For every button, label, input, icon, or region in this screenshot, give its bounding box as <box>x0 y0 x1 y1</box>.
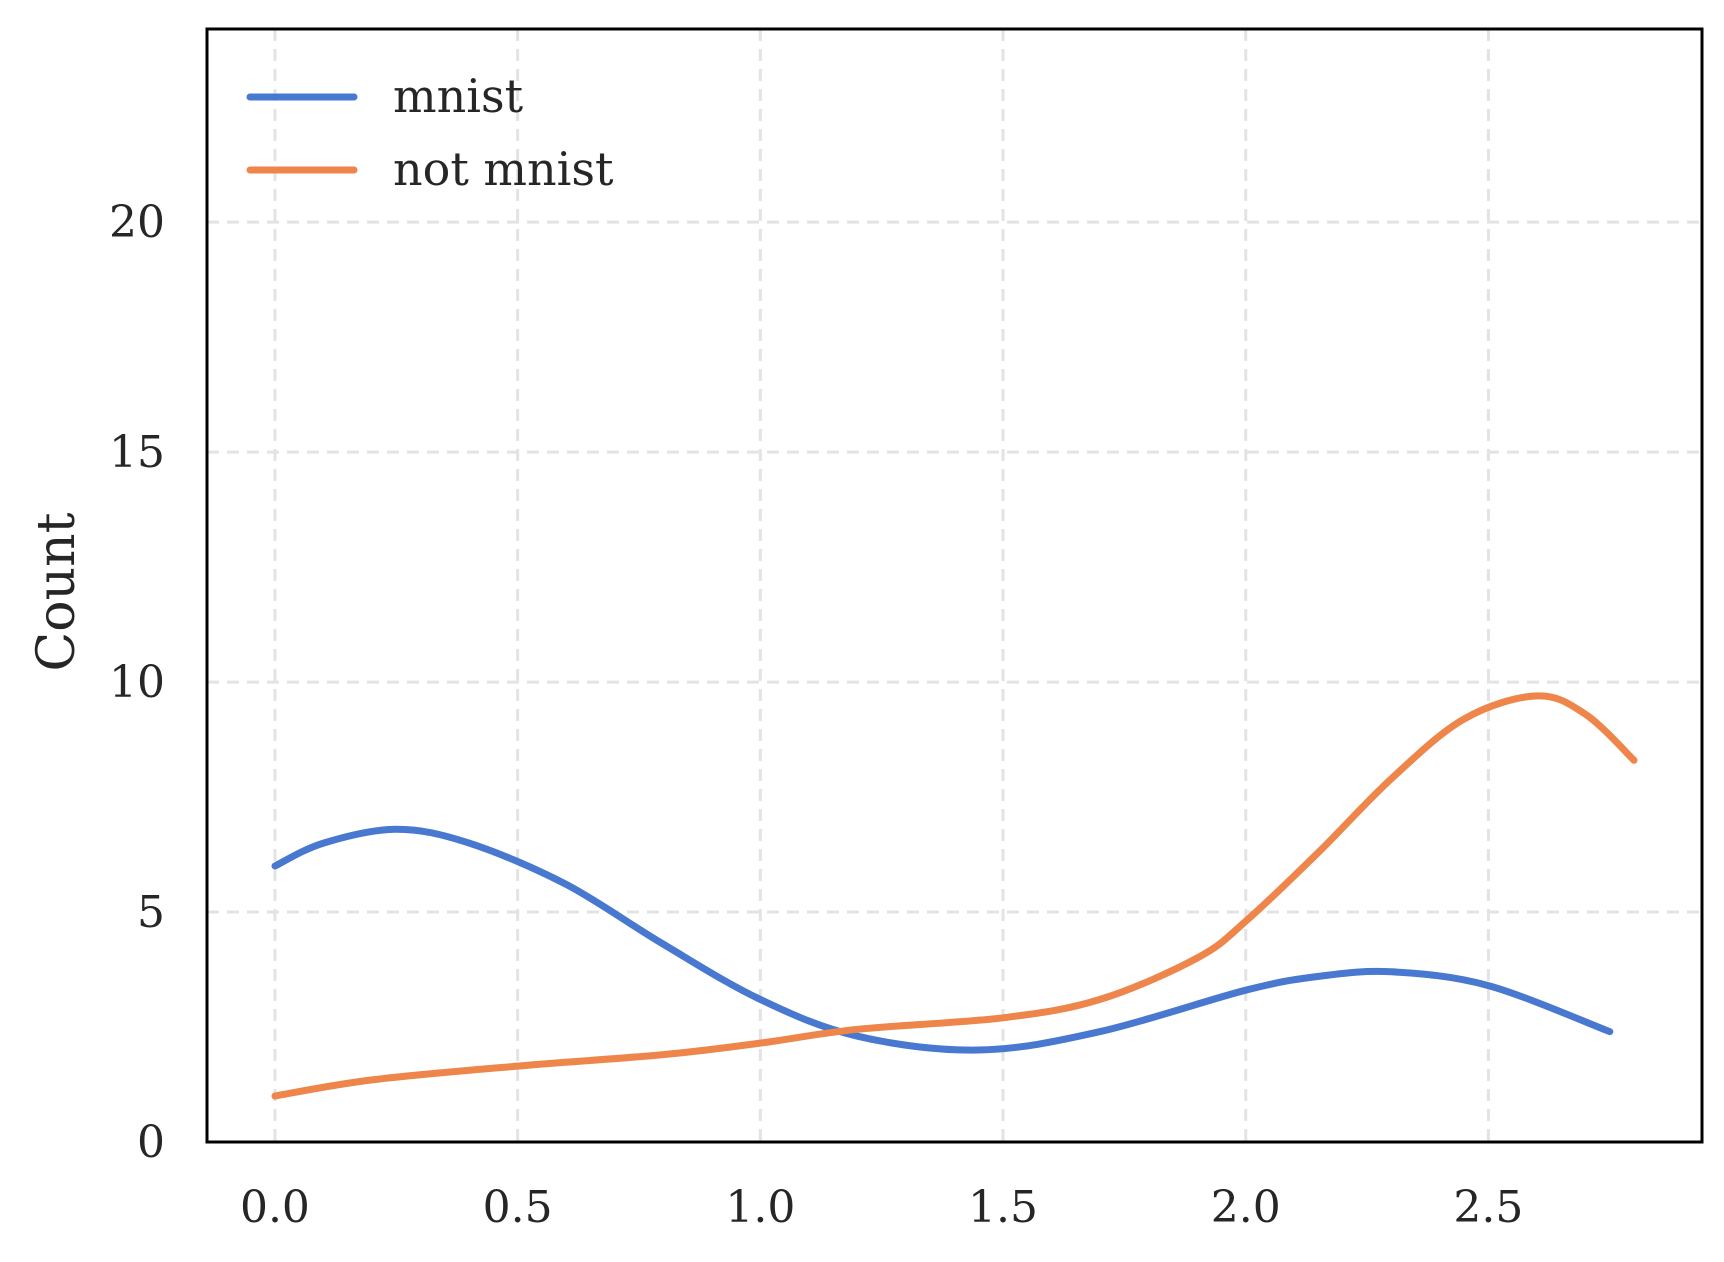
legend-entry: not mnist <box>246 142 614 196</box>
series-line-mnist <box>271 825 1614 1054</box>
legend-label: not mnist <box>393 142 614 196</box>
y-tick-label: 0 <box>137 1117 165 1168</box>
x-tick-label: 1.0 <box>725 1182 795 1233</box>
legend-label: mnist <box>393 69 524 123</box>
x-tick-label: 1.5 <box>968 1182 1038 1233</box>
y-axis-label: Count <box>27 512 87 671</box>
x-tick-label: 2.0 <box>1211 1182 1281 1233</box>
y-tick-label: 10 <box>109 657 165 708</box>
y-tick-label: 5 <box>137 887 165 938</box>
x-tick-label: 0.5 <box>483 1182 553 1233</box>
x-tick-label: 2.5 <box>1453 1182 1523 1233</box>
series-lines <box>271 692 1638 1100</box>
x-tick-label: 0.0 <box>240 1182 310 1233</box>
y-tick-label: 15 <box>109 427 165 478</box>
y-axis-ticks: 0 5 10 15 20 <box>109 197 165 1168</box>
series-line-not-mnist <box>271 692 1638 1100</box>
legend: mnist not mnist <box>246 69 614 196</box>
plot-area-frame <box>205 27 1704 1144</box>
y-tick-label: 20 <box>109 197 165 248</box>
x-axis-ticks: 0.0 0.5 1.0 1.5 2.0 2.5 <box>240 1182 1523 1233</box>
legend-entry: mnist <box>246 69 524 123</box>
